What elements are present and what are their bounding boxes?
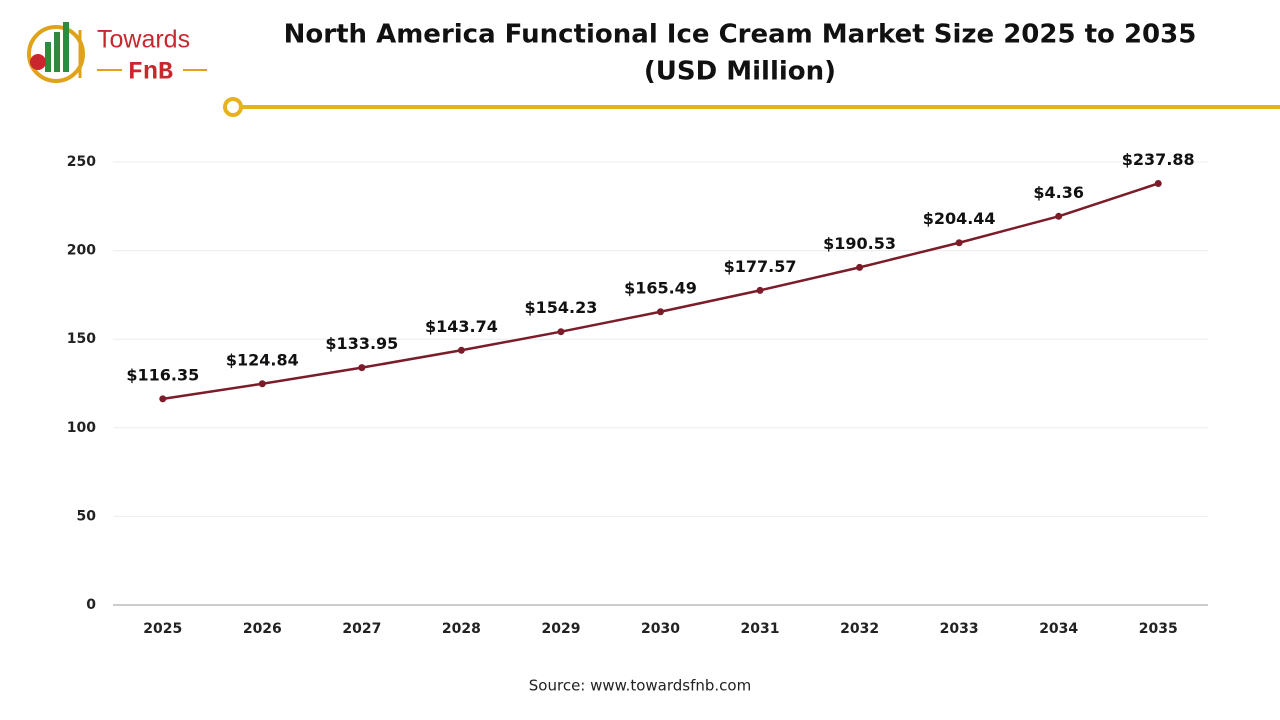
point — [1154, 179, 1162, 187]
logo-bar — [45, 42, 51, 72]
logo-dot — [30, 54, 46, 70]
x-tick-label: 2032 — [840, 621, 879, 637]
x-tick-label: 2028 — [442, 621, 481, 637]
point — [457, 346, 465, 354]
x-tick-label: 2027 — [342, 621, 381, 637]
point — [955, 239, 963, 247]
y-tick-label: 0 — [86, 597, 96, 613]
chart-title: North America Functional Ice Cream Marke… — [284, 20, 1197, 50]
x-tick-label: 2034 — [1039, 621, 1078, 637]
data-label: $177.57 — [724, 257, 797, 276]
x-tick-label: 2025 — [143, 621, 182, 637]
x-tick-label: 2026 — [243, 621, 282, 637]
point — [1055, 212, 1063, 220]
y-tick-label: 100 — [67, 420, 96, 436]
x-tick-label: 2029 — [541, 621, 580, 637]
data-label: $116.35 — [126, 365, 199, 384]
data-label: $133.95 — [325, 334, 398, 353]
point — [557, 328, 565, 336]
y-tick-label: 250 — [67, 154, 96, 170]
header-rule-dot — [223, 97, 243, 117]
logo-bar — [54, 32, 60, 72]
x-tick-label: 2031 — [741, 621, 780, 637]
logo-text: FnB — [128, 58, 173, 87]
logo-bar — [63, 22, 69, 72]
x-tick-label: 2035 — [1139, 621, 1178, 637]
point — [657, 308, 664, 316]
data-label: $237.88 — [1122, 150, 1195, 169]
source: Source: www.towardsfnb.com — [529, 677, 751, 695]
point — [258, 380, 266, 388]
point — [159, 395, 167, 403]
logo-ring — [27, 25, 85, 83]
x-tick-label: 2033 — [940, 621, 979, 637]
data-label: $4.36 — [1033, 183, 1084, 202]
data-label: $165.49 — [624, 278, 697, 297]
y-tick-label: 50 — [77, 508, 97, 524]
logo-text: Towards — [97, 26, 190, 54]
logo: Towards FnB — [27, 22, 207, 87]
data-label: $124.84 — [226, 350, 299, 369]
data-label: $154.23 — [525, 298, 598, 317]
x-tick-label: 2030 — [641, 621, 680, 637]
data-label: $190.53 — [823, 234, 896, 253]
chart-title: (USD Million) — [644, 57, 836, 87]
data-label: $143.74 — [425, 317, 498, 336]
point — [358, 364, 366, 372]
point — [756, 286, 764, 294]
y-tick-label: 150 — [67, 331, 96, 347]
data-label: $204.44 — [923, 209, 996, 228]
y-tick-label: 200 — [67, 243, 96, 259]
point — [856, 263, 864, 271]
